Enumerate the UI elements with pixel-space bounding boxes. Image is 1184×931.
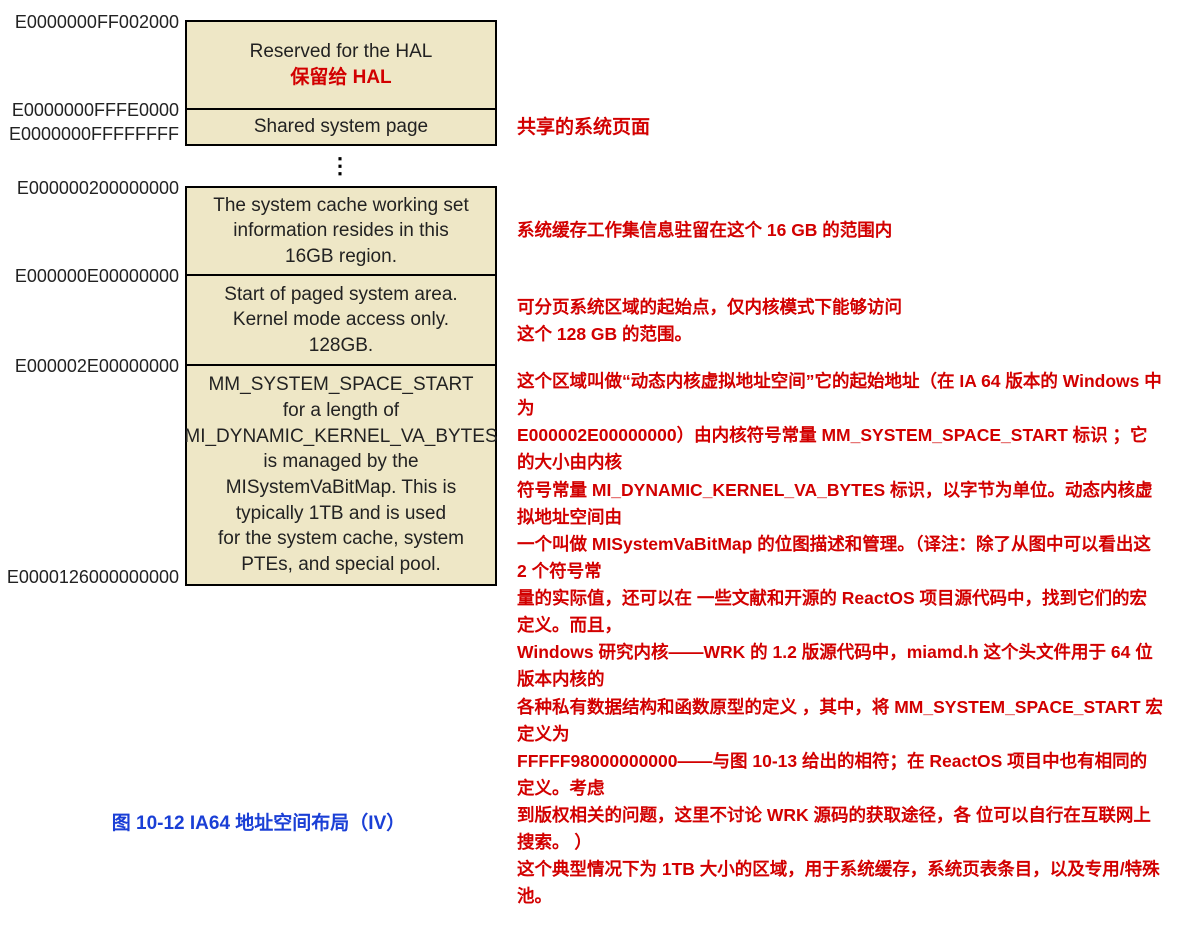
vdots-icon: ⋮ xyxy=(185,146,497,186)
box-col: Start of paged system area. Kernel mode … xyxy=(185,276,497,366)
mm-l1: MM_SYSTEM_SPACE_START xyxy=(208,372,473,398)
addr-col: E0000000FFFE0000 E0000000FFFFFFFF xyxy=(20,110,185,146)
right-col: 这个区域叫做“动态内核虚拟地址空间”它的起始地址（在 IA 64 版本的 Win… xyxy=(497,366,1164,802)
addr-a4: E000000200000000 xyxy=(17,178,179,199)
hal-en: Reserved for the HAL xyxy=(250,39,433,65)
mm-l2: for a length of xyxy=(283,398,399,424)
cache-l1: The system cache working set xyxy=(213,193,469,219)
row-paged: E000000E00000000 Start of paged system a… xyxy=(20,276,1164,366)
addr-a7: E0000126000000000 xyxy=(7,567,179,588)
mm-zh-l4: 一个叫做 MISystemVaBitMap 的位图描述和管理。（译注：除了从图中… xyxy=(517,531,1164,585)
mm-zh-l1: 这个区域叫做“动态内核虚拟地址空间”它的起始地址（在 IA 64 版本的 Win… xyxy=(517,368,1164,422)
mm-zh-l2: E000002E00000000）由内核符号常量 MM_SYSTEM_SPACE… xyxy=(517,422,1164,476)
box-col: Shared system page xyxy=(185,110,497,146)
row-cache: E000000200000000 The system cache workin… xyxy=(20,186,1164,276)
box-paged: Start of paged system area. Kernel mode … xyxy=(185,276,497,366)
addr-a3: E0000000FFFFFFFF xyxy=(9,124,179,145)
mm-zh-l8: FFFFF98000000000——与图 10-13 给出的相符；在 React… xyxy=(517,748,1164,802)
row-shared: E0000000FFFE0000 E0000000FFFFFFFF Shared… xyxy=(20,110,1164,146)
mm-zh-l10: 这个典型情况下为 1TB 大小的区域，用于系统缓存，系统页表条目，以及专用/特殊… xyxy=(517,856,1164,910)
box-col: MM_SYSTEM_SPACE_START for a length of MI… xyxy=(185,366,497,586)
right-col: 可分页系统区域的起始点，仅内核模式下能够访问 这个 128 GB 的范围。 xyxy=(497,276,1164,366)
right-col xyxy=(497,20,1164,110)
cache-zh: 系统缓存工作集信息驻留在这个 16 GB 的范围内 xyxy=(517,217,1164,244)
right-col: 到版权相关的问题，这里不讨论 WRK 源码的获取途径，各 位可以自行在互联网上搜… xyxy=(497,802,1164,911)
mm-l4: is managed by the xyxy=(263,449,418,475)
mm-l5: MISystemVaBitMap. This is xyxy=(226,475,457,501)
cache-l3: 16GB region. xyxy=(285,244,397,270)
mm-l3: MI_DYNAMIC_KERNEL_VA_BYTES xyxy=(184,424,497,450)
addr-col: E000000200000000 xyxy=(20,186,185,276)
mm-l8: PTEs, and special pool. xyxy=(241,552,441,578)
mm-zh-l7: 各种私有数据结构和函数原型的定义 ，其中，将 MM_SYSTEM_SPACE_S… xyxy=(517,694,1164,748)
shared-zh: 共享的系统页面 xyxy=(517,113,1164,142)
addr-col: E0000000FF002000 xyxy=(20,20,185,110)
mm-zh-l6: Windows 研究内核——WRK 的 1.2 版源代码中，miamd.h 这个… xyxy=(517,639,1164,693)
addr-col: E000002E00000000 E0000126000000000 xyxy=(20,366,185,586)
paged-l2: Kernel mode access only. xyxy=(233,307,449,333)
box-hal: Reserved for the HAL 保留给 HAL xyxy=(185,20,497,110)
box-cache: The system cache working set information… xyxy=(185,186,497,276)
paged-l1: Start of paged system area. xyxy=(224,282,457,308)
mm-zh-l9: 到版权相关的问题，这里不讨论 WRK 源码的获取途径，各 位可以自行在互联网上搜… xyxy=(517,802,1164,856)
memory-layout-diagram: E0000000FF002000 Reserved for the HAL 保留… xyxy=(20,20,1164,911)
box-shared: Shared system page xyxy=(185,110,497,146)
addr-col: E000000E00000000 xyxy=(20,276,185,366)
paged-l3: 128GB. xyxy=(309,333,373,359)
box-col: The system cache working set information… xyxy=(185,186,497,276)
row-hal: E0000000FF002000 Reserved for the HAL 保留… xyxy=(20,20,1164,110)
right-col xyxy=(497,146,1164,186)
box-mm: MM_SYSTEM_SPACE_START for a length of MI… xyxy=(185,366,497,586)
right-col: 系统缓存工作集信息驻留在这个 16 GB 的范围内 xyxy=(497,186,1164,276)
paged-zh-l2: 这个 128 GB 的范围。 xyxy=(517,321,1164,348)
box-col: Reserved for the HAL 保留给 HAL xyxy=(185,20,497,110)
paged-zh-l1: 可分页系统区域的起始点，仅内核模式下能够访问 xyxy=(517,294,1164,321)
mm-zh-l5: 量的实际值，还可以在 一些文献和开源的 ReactOS 项目源代码中，找到它们的… xyxy=(517,585,1164,639)
mm-l6: typically 1TB and is used xyxy=(236,501,446,527)
shared-en: Shared system page xyxy=(254,114,428,140)
row-dots: ⋮ xyxy=(20,146,1164,186)
mm-l7: for the system cache, system xyxy=(218,526,464,552)
mm-zh-l3: 符号常量 MI_DYNAMIC_KERNEL_VA_BYTES 标识，以字节为单… xyxy=(517,477,1164,531)
cache-l2: information resides in this xyxy=(233,218,448,244)
addr-a2: E0000000FFFE0000 xyxy=(12,100,179,121)
hal-zh: 保留给 HAL xyxy=(290,65,391,91)
addr-a6: E000002E00000000 xyxy=(15,356,179,377)
right-col: 共享的系统页面 xyxy=(497,110,1164,146)
addr-a1: E0000000FF002000 xyxy=(15,12,179,33)
addr-a5: E000000E00000000 xyxy=(15,266,179,287)
box-col: ⋮ xyxy=(185,146,497,186)
figure-caption: 图 10-12 IA64 地址空间布局（IV） xyxy=(20,808,497,835)
row-caption: 图 10-12 IA64 地址空间布局（IV） 到版权相关的问题，这里不讨论 W… xyxy=(20,802,1164,911)
row-mm: E000002E00000000 E0000126000000000 MM_SY… xyxy=(20,366,1164,802)
caption-col: 图 10-12 IA64 地址空间布局（IV） xyxy=(20,802,497,835)
